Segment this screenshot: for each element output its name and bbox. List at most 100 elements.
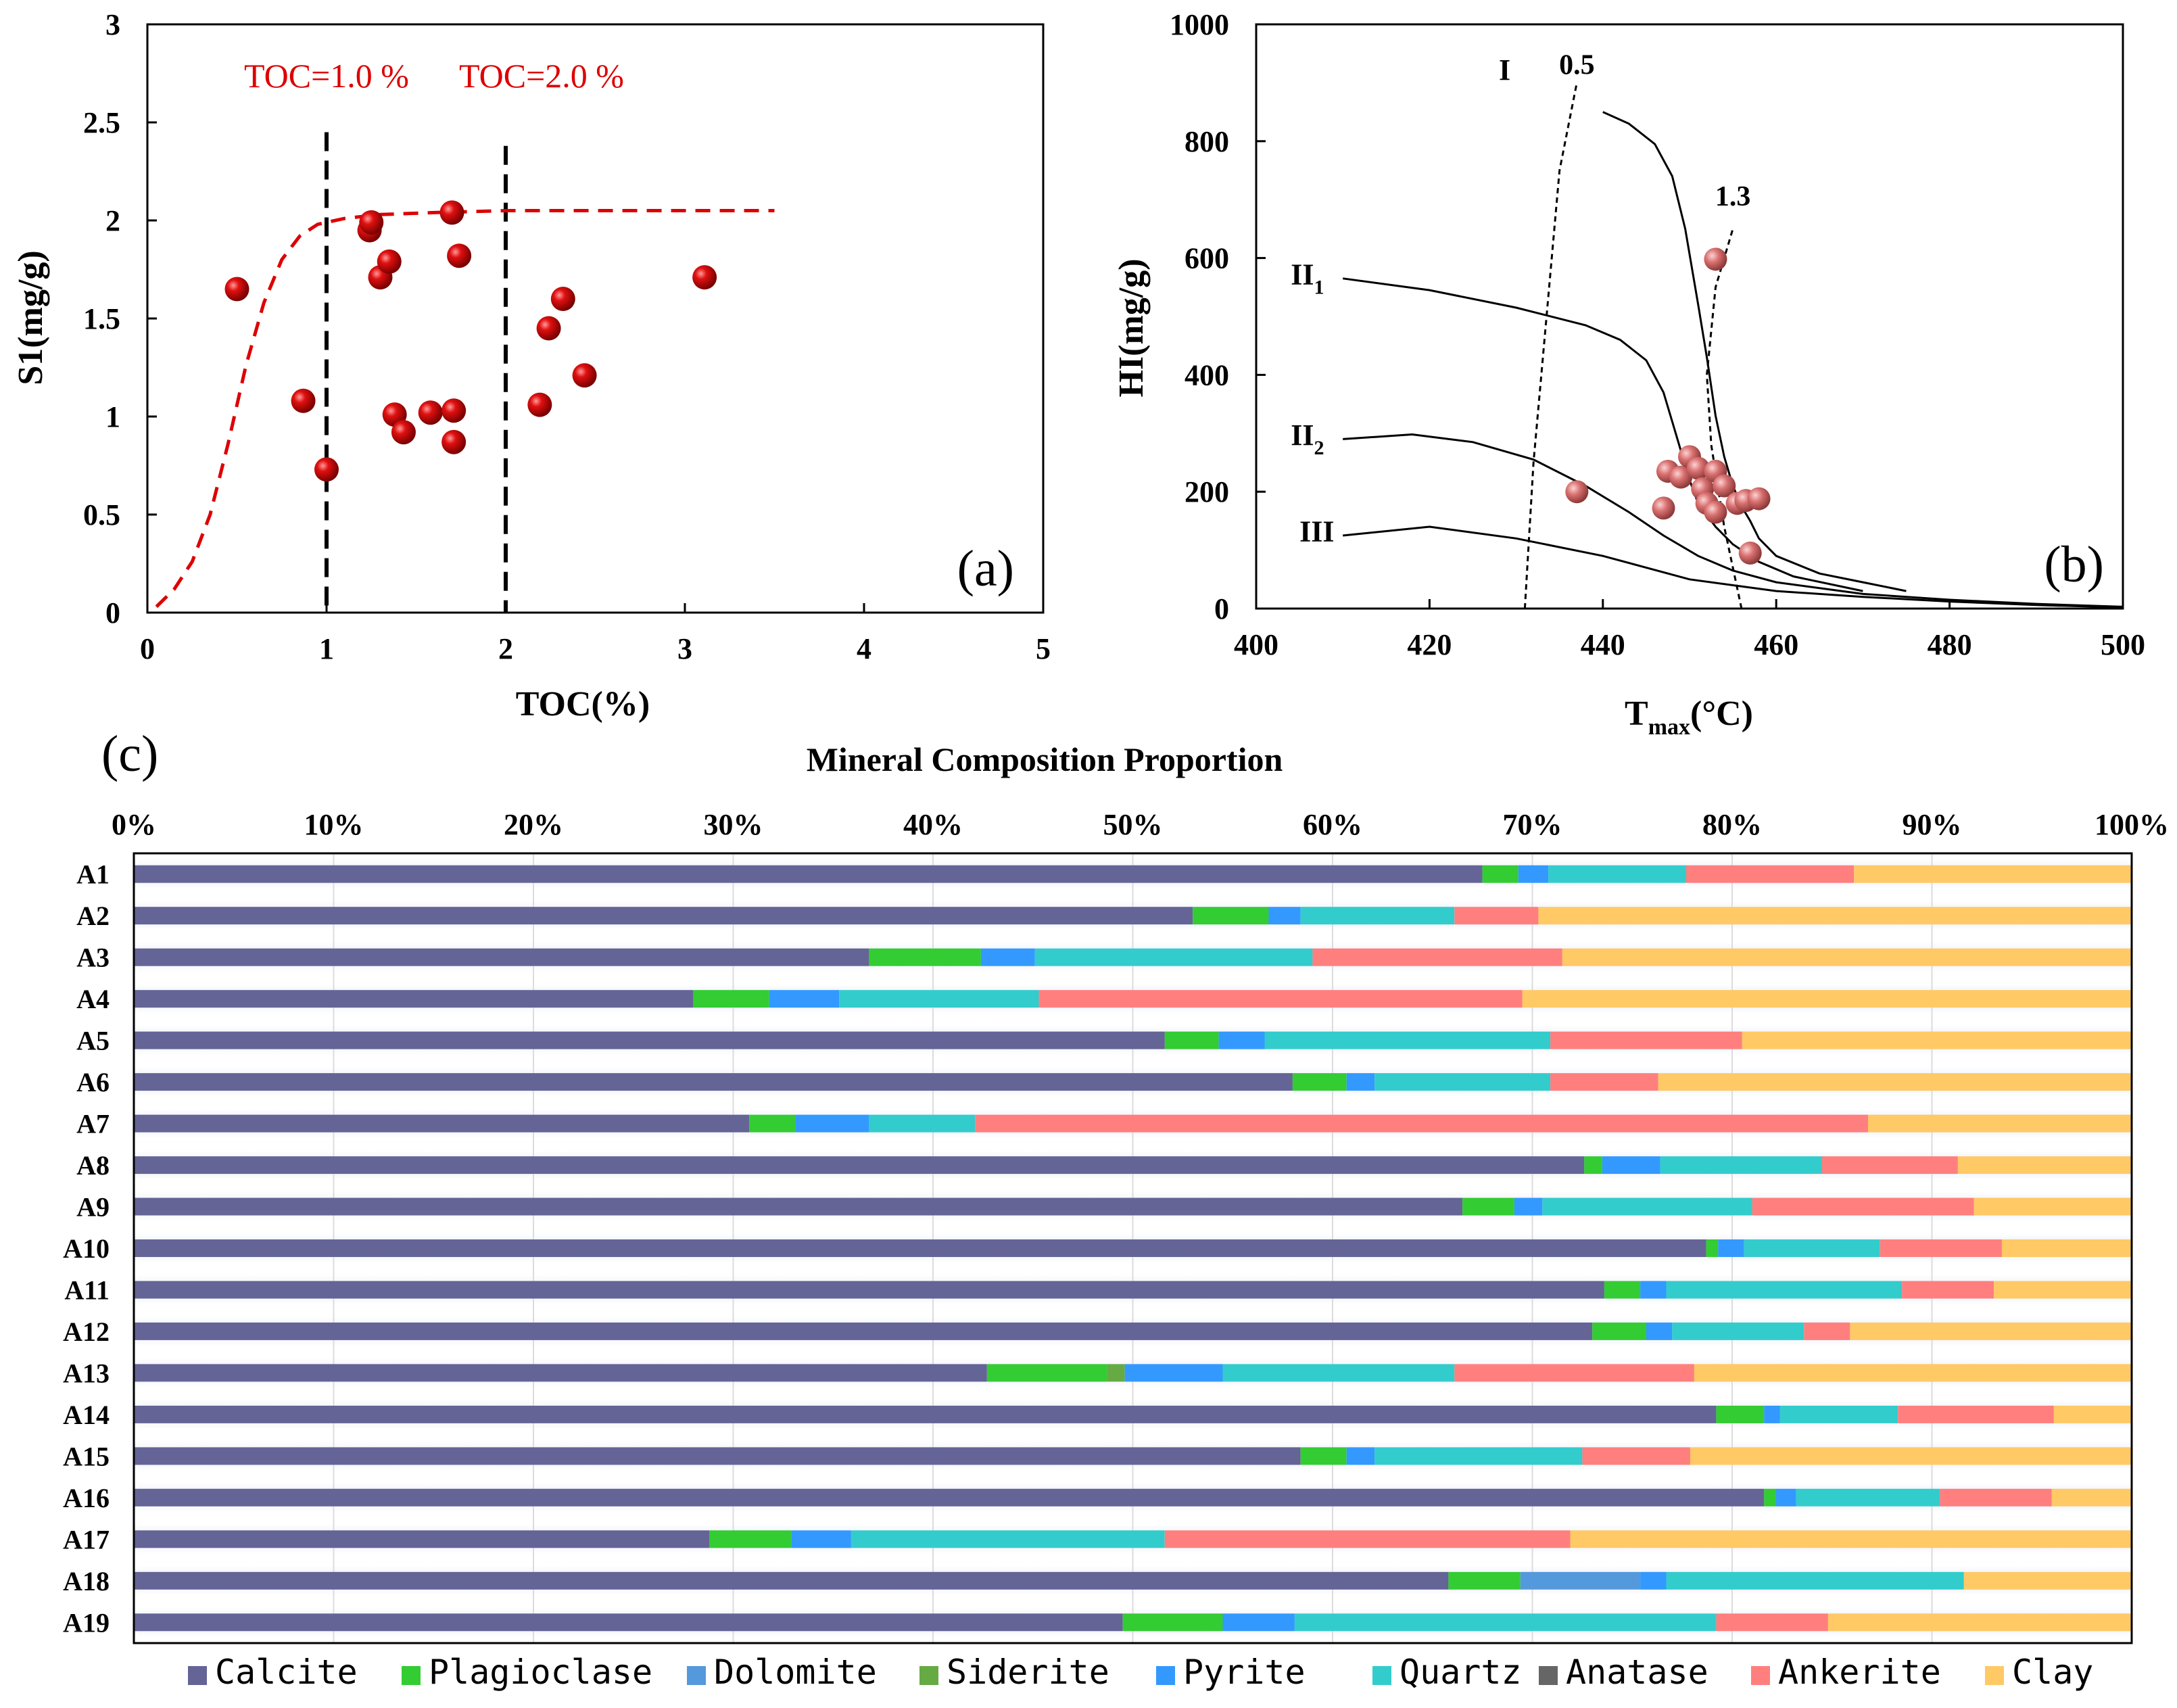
panel-b-xtick-label: 400	[1234, 628, 1278, 661]
bar-segment-siderite	[1107, 1364, 1125, 1382]
bar-segment-clay	[2051, 1488, 2132, 1507]
panel-c-category-label: A4	[76, 984, 110, 1014]
bar-segment-ankerite	[1454, 907, 1539, 925]
legend-swatch-plagioclase	[402, 1666, 421, 1685]
bar-segment-pyrite	[1602, 1156, 1660, 1175]
bar-segment-plagioclase	[1716, 1405, 1765, 1423]
legend-swatch-quartz	[1372, 1666, 1391, 1685]
panel-c-xtick-label: 10%	[304, 808, 364, 841]
panel-a-point	[447, 243, 472, 268]
bar-segment-quartz	[1264, 1031, 1551, 1049]
bar-segment-clay	[1973, 1197, 2132, 1216]
bar-segment-quartz	[1660, 1156, 1822, 1175]
panel-c-label: (c)	[101, 726, 158, 782]
bar-segment-ankerite	[1312, 948, 1562, 966]
bar-segment-clay	[1957, 1156, 2132, 1175]
bar-segment-calcite	[134, 865, 1483, 883]
bar-segment-pyrite	[1268, 907, 1301, 925]
panel-a-point	[418, 400, 443, 425]
bar-segment-clay	[1562, 948, 2132, 966]
panel-b-ytick-label: 800	[1185, 125, 1229, 158]
panel-a-point	[224, 277, 249, 302]
bar-segment-calcite	[134, 1073, 1293, 1091]
bar-segment-ankerite	[1752, 1197, 1974, 1216]
panel-a-point	[391, 420, 416, 445]
panel-c-xtick-label: 100%	[2095, 808, 2169, 841]
bar-segment-calcite	[134, 1530, 709, 1548]
bar-segment-pyrite	[791, 1530, 851, 1548]
panel-a-label: (a)	[957, 540, 1014, 597]
panel-b-point	[1738, 541, 1762, 565]
bar-segment-pyrite	[1640, 1281, 1667, 1299]
panel-c-frame	[133, 852, 2133, 1644]
bar-segment-clay	[1850, 1322, 2132, 1340]
panel-a-xlabel: TOC(%)	[516, 685, 650, 723]
bar-segment-ankerite	[975, 1114, 1868, 1133]
bar-segment-clay	[1742, 1031, 2132, 1049]
bar-segment-pyrite	[1218, 1031, 1265, 1049]
bar-segment-pyrite	[1222, 1613, 1295, 1632]
panel-a-trend-curve	[155, 209, 775, 609]
bar-segment-calcite	[134, 1239, 1706, 1257]
bar-segment-clay	[1963, 1571, 2132, 1590]
bar-segment-ankerite	[1716, 1613, 1828, 1632]
panel-b-ro-label: 1.3	[1715, 181, 1751, 212]
panel-c-stacked-bar: (c) Mineral Composition Proportion 0% 10%…	[63, 726, 2169, 1692]
panel-a-ytick-label: 2	[105, 204, 120, 237]
bar-segment-quartz	[851, 1530, 1165, 1548]
bar-segment-calcite	[134, 948, 869, 966]
panel-c-xtick-label: 50%	[1103, 808, 1163, 841]
bar-segment-quartz	[1374, 1073, 1551, 1091]
bar-segment-plagioclase	[1706, 1239, 1719, 1257]
bar-segment-plagioclase	[1292, 1073, 1347, 1091]
bar-segment-clay	[1658, 1073, 2132, 1091]
legend-label-pyrite: Pyrite	[1183, 1653, 1306, 1692]
bar-segment-plagioclase	[1462, 1197, 1514, 1216]
panel-c-xtick-label: 40%	[903, 808, 963, 841]
panel-a-xtick-label: 5	[1036, 632, 1051, 665]
bar-segment-plagioclase	[869, 948, 981, 966]
panel-a-ytick-label: 0	[105, 596, 120, 630]
panel-b-xtick-label: 480	[1928, 628, 1972, 661]
panel-b-type-label: I	[1499, 53, 1510, 87]
legend-swatch-dolomite	[687, 1666, 706, 1685]
bar-segment-ankerite	[1038, 990, 1523, 1008]
panel-a-point	[527, 392, 552, 417]
bar-segment-calcite	[134, 1364, 987, 1382]
bar-segment-quartz	[1542, 1197, 1752, 1216]
bar-segment-calcite	[134, 1114, 750, 1133]
panel-b-point	[1747, 487, 1771, 511]
panel-a-ytick-label: 0.5	[83, 498, 120, 531]
panel-c-category-label: A1	[76, 859, 110, 890]
panel-c-legend: Calcite Plagioclase Dolomite Siderite Pyrite…	[188, 1653, 2093, 1692]
bar-segment-quartz	[1374, 1447, 1583, 1465]
bar-segment-ankerite	[1898, 1405, 2054, 1423]
panel-a-point	[439, 200, 464, 225]
bar-segment-quartz	[1796, 1488, 1940, 1507]
bar-segment-ankerite	[1804, 1322, 1850, 1340]
bar-segment-clay	[1994, 1281, 2132, 1299]
legend-swatch-calcite	[188, 1666, 207, 1685]
bar-segment-calcite	[134, 1613, 1123, 1632]
panel-b-point	[1713, 474, 1736, 498]
panel-c-xtick-label: 20%	[504, 808, 563, 841]
bar-segment-calcite	[134, 1447, 1301, 1465]
bar-segment-pyrite	[980, 948, 1035, 966]
bar-segment-plagioclase	[1193, 907, 1269, 925]
bar-segment-clay	[2053, 1405, 2132, 1423]
bar-segment-ankerite	[1582, 1447, 1690, 1465]
panel-b-point	[1652, 496, 1675, 520]
panel-b-xtick-label: 460	[1754, 628, 1798, 661]
panel-a-ytick-label: 2.5	[83, 106, 120, 139]
panel-c-category-label: A17	[63, 1524, 110, 1555]
bar-segment-pyrite	[1640, 1571, 1667, 1590]
bar-segment-pyrite	[1124, 1364, 1223, 1382]
bar-segment-calcite	[134, 1281, 1604, 1299]
panel-b-ylabel: HI(mg/g)	[1112, 258, 1151, 397]
bar-segment-plagioclase	[986, 1364, 1107, 1382]
bar-segment-plagioclase	[1592, 1322, 1646, 1340]
panel-b-point	[1565, 480, 1589, 504]
bar-segment-quartz	[869, 1114, 975, 1133]
panel-c-category-label: A5	[76, 1026, 110, 1056]
